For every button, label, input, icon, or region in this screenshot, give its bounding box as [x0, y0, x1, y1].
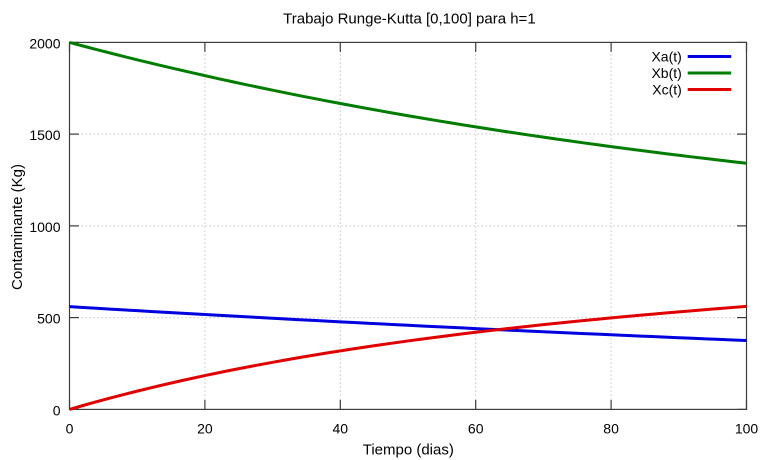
svg-text:0: 0	[53, 402, 61, 418]
svg-text:80: 80	[603, 420, 619, 436]
svg-text:500: 500	[37, 311, 61, 327]
svg-text:1000: 1000	[29, 219, 60, 235]
svg-text:2000: 2000	[29, 35, 60, 51]
svg-text:Xa(t): Xa(t)	[651, 49, 681, 65]
svg-text:Xc(t): Xc(t)	[652, 82, 682, 98]
svg-text:20: 20	[197, 420, 213, 436]
svg-text:Tiempo (dias): Tiempo (dias)	[363, 442, 454, 459]
svg-text:Xb(t): Xb(t)	[651, 65, 681, 81]
svg-text:Contaminante (Kg): Contaminante (Kg)	[9, 164, 26, 290]
svg-text:0: 0	[66, 420, 74, 436]
svg-text:100: 100	[735, 420, 759, 436]
svg-text:40: 40	[333, 420, 349, 436]
svg-text:1500: 1500	[29, 127, 60, 143]
svg-text:60: 60	[468, 420, 484, 436]
svg-text:Trabajo Runge-Kutta [0,100] pa: Trabajo Runge-Kutta [0,100] para h=1	[283, 10, 536, 27]
